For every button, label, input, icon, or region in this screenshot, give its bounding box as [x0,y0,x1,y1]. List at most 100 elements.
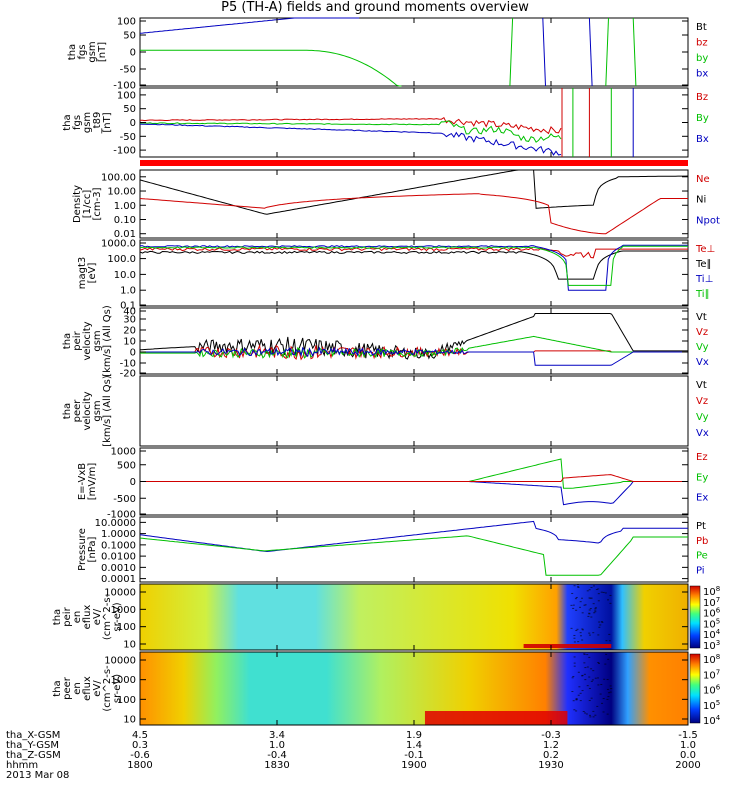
y-axis-title: eV/ [92,680,103,697]
colorbar-label: 103 [703,639,720,652]
y-tick-label: 0.0001 [101,574,136,585]
date-label: 2013 Mar 08 [6,770,69,781]
y-axis-title: tha [67,44,78,60]
legend-entry: Bt [696,22,707,33]
y-tick-label: 10 [123,337,136,348]
y-axis-title: [km/s] (All Qs) [102,375,113,447]
spectrogram-noise [588,632,591,634]
legend-entry: Vt [696,380,707,391]
spectrogram-noise [605,640,608,642]
spectrogram-noise [581,674,584,676]
spectrogram-noise [583,662,586,664]
spectrogram-noise [571,592,574,594]
y-tick-label: -1000 [107,510,136,521]
trace-fgs-bx [139,17,360,34]
legend-entry: Vy [696,342,709,353]
spectrogram-noise [573,585,576,587]
y-tick-label: 50 [123,104,136,115]
y-axis-title: E=-VxB [77,463,88,500]
y-tick-label: 1.0 [120,286,136,297]
y-tick-label: 1000 [111,447,136,458]
spectrogram-noise [594,607,597,609]
colorbar [689,585,701,649]
trace-fgs-by-jump3 [632,17,637,87]
x-tick-label: 1.9 [406,730,422,741]
spectrogram-noise [584,604,587,606]
panel-frame-fgs_rt [139,87,689,158]
spectrogram-noise [590,616,593,618]
y-axis-title: fgs [72,115,83,130]
x-tick-label: 1.0 [269,740,285,751]
spectrogram-noise [575,698,578,700]
trace-efield-ey [140,458,688,489]
legend-entry: Vx [696,428,709,439]
spectrogram-noise [609,685,612,687]
y-axis-title: [1/cc] [82,190,93,219]
trace-density-ni [139,169,689,215]
spectrogram-noise [589,716,592,718]
spectrogram-noise [608,633,611,635]
spectrogram-noise [570,627,573,629]
y-axis-title: gsm [92,330,103,351]
spectrogram-noise [583,673,586,675]
panel-frame-pressure [139,516,689,583]
y-axis-title: (cm^2-s- [102,593,113,640]
spectrogram-noise [581,597,584,599]
spectrogram-noise [584,679,587,681]
spectrogram-noise [595,589,598,591]
y-tick-label: -50 [120,132,136,143]
x-tick-label: -0.3 [541,730,561,741]
spectrogram-noise [602,698,605,700]
x-tick-label: 1830 [264,760,289,771]
trace-t89-bx [139,123,562,156]
x-tick-label: 3.4 [269,730,285,741]
spectrogram-noise [574,598,577,600]
legend-entry: Ey [696,472,708,483]
y-axis-title: tha [52,680,63,696]
spectrogram-noise [573,665,576,667]
spectrogram-noise [588,687,591,689]
y-tick-label: 0.1 [120,301,136,312]
spectrogram-noise [606,688,609,690]
spectrogram-noise [590,587,593,589]
spectrogram-noise [602,591,605,593]
spectrogram-noise [582,710,585,712]
y-tick-label: 0.10 [114,215,136,226]
spectrogram-noise [590,597,593,599]
spectrogram-noise [604,592,607,594]
spectrogram-noise [588,609,591,611]
y-tick-label: 50 [123,31,136,42]
legend-entry: Pi [696,565,705,576]
y-tick-label: 0 [130,118,136,129]
spectrogram-noise [577,586,580,588]
spectrogram-noise [607,696,610,698]
spectrogram-noise [596,677,599,679]
y-tick-label: -20 [120,369,136,380]
spectrogram-noise [609,691,612,693]
y-axis-title: gsm [92,400,103,421]
y-tick-label: 40 [123,307,136,318]
x-tick-label: -0.6 [130,750,150,761]
spectrogram-noise [610,688,613,690]
y-tick-label: 30 [123,315,136,326]
spectrogram-noise [581,690,584,692]
y-tick-label: 10000 [104,656,136,667]
spectrogram-noise [594,607,597,609]
legend-entry: Npot [696,215,720,226]
spectrogram-noise [586,654,589,656]
spectrogram-noise [584,667,587,669]
spectrogram-noise [585,713,588,715]
y-axis-title: peir [72,330,83,350]
trace-temp-tipar [139,245,688,286]
y-axis-title: sr-eV) [112,674,123,703]
spectrogram-noise [608,640,611,642]
spectrogram-noise [590,697,593,699]
spectrogram-noise [589,608,592,610]
trace-efield-ex [140,481,688,506]
spectrogram-noise [575,609,578,611]
y-tick-label: 100.00 [101,172,136,183]
trace-peir-vy [140,335,688,359]
y-tick-label: -500 [113,494,136,505]
legend-entry: bx [696,69,708,80]
